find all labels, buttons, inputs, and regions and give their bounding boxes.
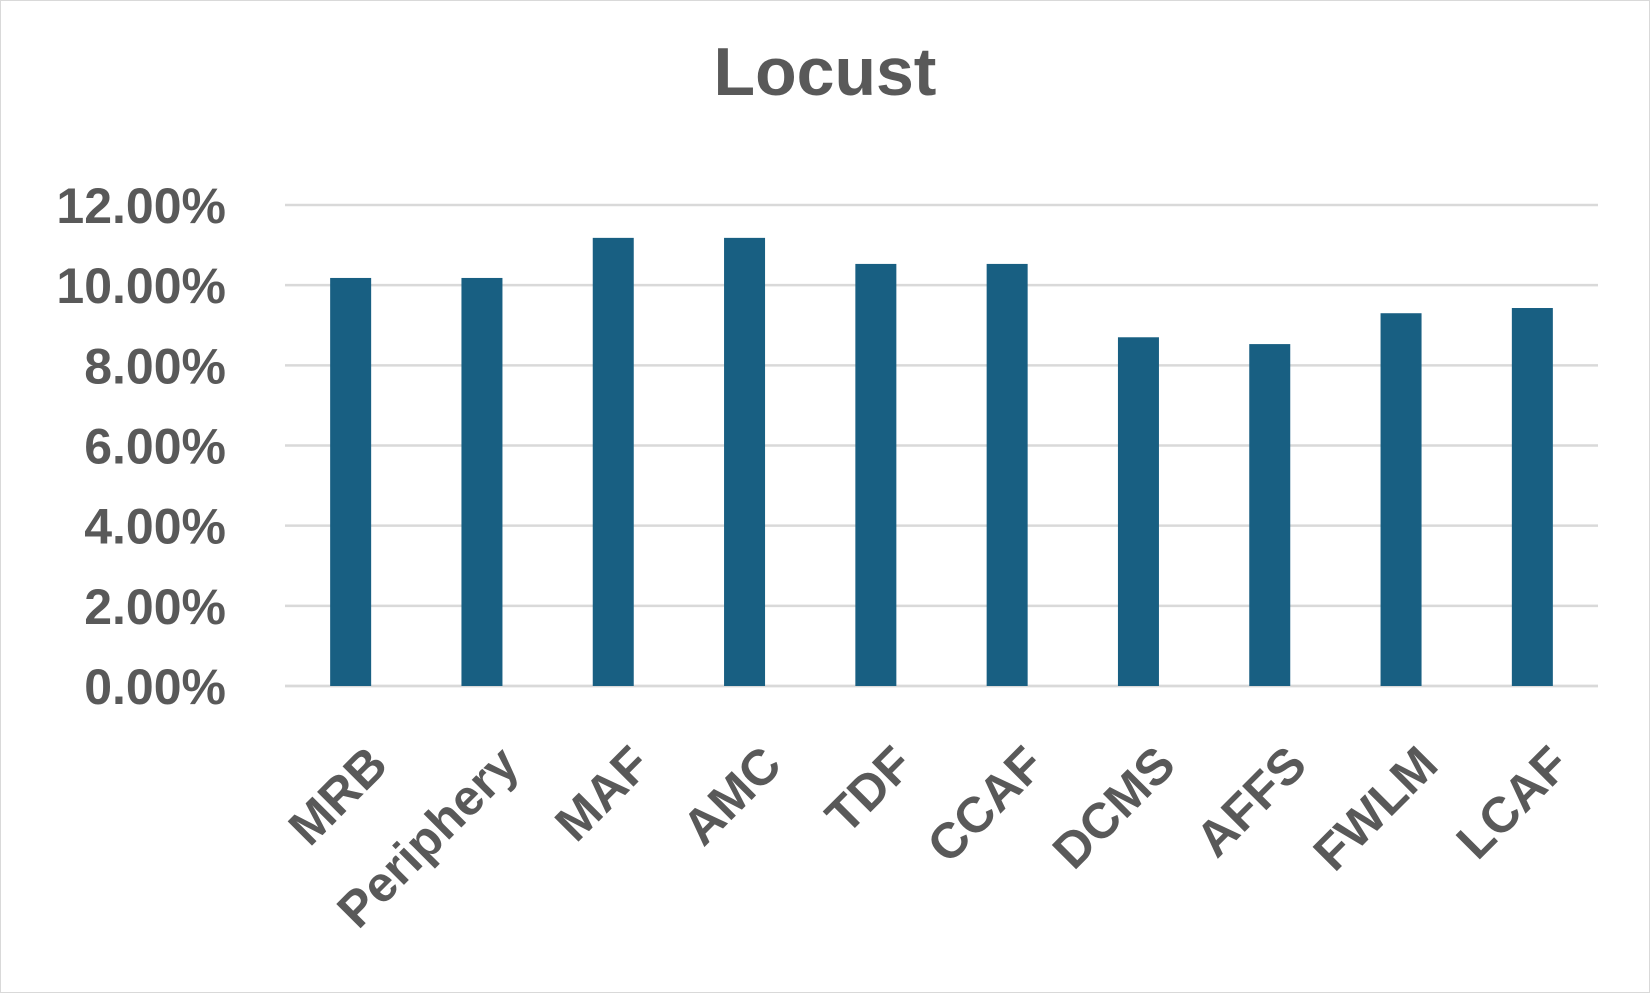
bars [330, 237, 1553, 686]
x-tick-label-affs: AFFS [1185, 736, 1317, 868]
chart-title: Locust [713, 34, 937, 110]
x-tick-label-ccaf: CCAF [917, 736, 1055, 874]
y-axis-tick-labels: 0.00% 2.00% 4.00% 6.00% 8.00% 10.00% 12.00% [56, 178, 226, 715]
bar-periphery [461, 277, 503, 686]
x-tick-label-tdf: TDF [815, 736, 923, 844]
bar-amc [724, 237, 766, 686]
x-tick-label-amc: AMC [672, 736, 792, 856]
y-tick-label: 2.00% [84, 579, 226, 635]
bar-lcaf [1511, 308, 1553, 686]
bar-dcms [1117, 337, 1159, 686]
bar-ccaf [986, 263, 1028, 686]
y-tick-label: 4.00% [84, 499, 226, 555]
x-tick-label-dcms: DCMS [1042, 736, 1186, 880]
x-tick-label-fwlm: FWLM [1303, 736, 1449, 882]
y-tick-label: 6.00% [84, 419, 226, 475]
y-tick-label: 12.00% [56, 178, 226, 234]
x-tick-label-maf: MAF [544, 736, 660, 852]
y-tick-label: 10.00% [56, 258, 226, 314]
y-tick-label: 8.00% [84, 338, 226, 394]
bar-affs [1249, 344, 1291, 686]
bar-fwlm [1380, 313, 1422, 686]
x-tick-label-lcaf: LCAF [1446, 736, 1580, 870]
bar-maf [592, 237, 634, 686]
x-tick-label-mrb: MRB [278, 736, 398, 856]
gridlines [285, 203, 1598, 688]
bar-mrb [330, 277, 372, 686]
bar-tdf [855, 263, 897, 686]
y-tick-label: 0.00% [84, 659, 226, 715]
